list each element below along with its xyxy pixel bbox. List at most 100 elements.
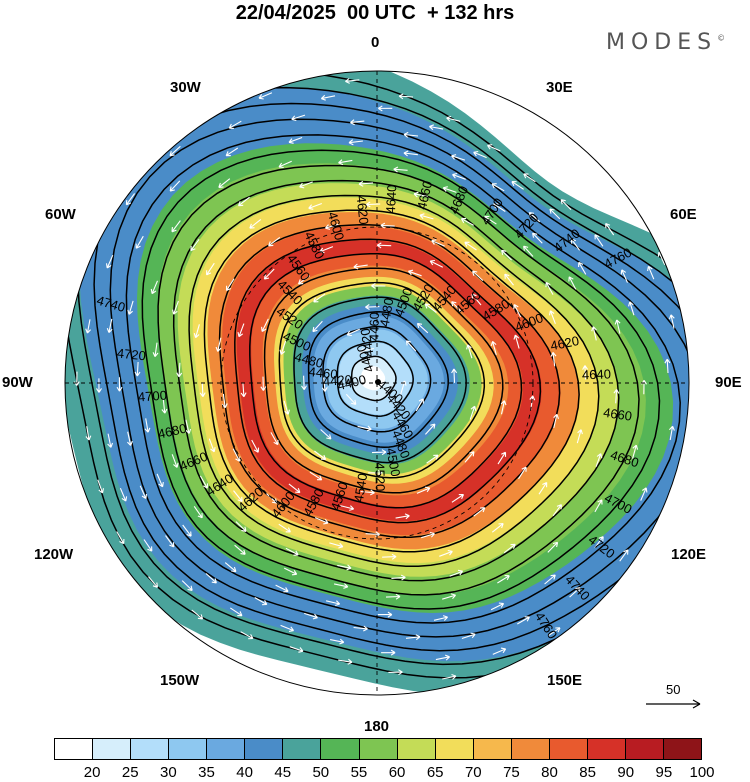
- wind-vector: [628, 301, 635, 316]
- wind-vector: [65, 248, 66, 263]
- wind-vector: [206, 262, 215, 276]
- wind-vector: [348, 139, 363, 146]
- wind-vector: [419, 213, 434, 220]
- colorbar-cell: [664, 739, 702, 759]
- wind-vector: [337, 564, 352, 571]
- wind-vector: [345, 393, 357, 406]
- wind-vector: [728, 444, 733, 458]
- wind-vector: [208, 438, 216, 453]
- wind-vector: [664, 358, 671, 374]
- wind-vector: [127, 431, 133, 446]
- wind-vector: [376, 242, 392, 249]
- wind-vector: [416, 322, 429, 334]
- colorbar-label: 40: [236, 764, 253, 781]
- wind-vector: [237, 196, 250, 207]
- wind-vector: [658, 586, 669, 599]
- contour-label: 4620: [549, 333, 580, 353]
- wind-vector: [358, 180, 374, 187]
- lon-label-150e: 150E: [547, 672, 583, 689]
- wind-vector: [338, 159, 353, 166]
- colorbar-cell: [169, 739, 208, 759]
- colorbar-cell: [245, 739, 284, 759]
- colorbar-label: 35: [198, 764, 215, 781]
- colorbar-labels: 20 25 30 35 40 45 50 55 60 65 70 75 80 85 90 95 100: [54, 764, 715, 782]
- wind-vector: [96, 378, 102, 393]
- colorbar-label: 95: [655, 764, 673, 781]
- wind-vector: [235, 521, 247, 532]
- wind-vector: [365, 201, 381, 208]
- wind-vectors: [65, 71, 733, 680]
- wind-vector: [279, 340, 287, 355]
- colorbar-label: 100: [689, 764, 715, 781]
- wind-vector: [595, 453, 603, 467]
- wind-vector: [371, 282, 386, 289]
- wind-vector: [97, 479, 105, 494]
- wind-vector: [544, 574, 556, 585]
- contour-line: [263, 267, 504, 494]
- wind-vector: [582, 365, 589, 380]
- wind-vector: [309, 471, 323, 481]
- wind-vector: [382, 553, 397, 560]
- wind-vector: [222, 71, 236, 80]
- contour-label: 4420: [357, 327, 376, 358]
- colorbar-label: 55: [350, 764, 368, 781]
- wind-vector: [614, 319, 621, 334]
- wind-vector: [517, 616, 530, 625]
- wind-vector: [473, 150, 487, 159]
- wind-vector: [497, 575, 510, 584]
- colorbar-cell: [283, 739, 322, 759]
- contour-line: [141, 149, 661, 610]
- wind-vector: [237, 323, 245, 338]
- lon-label-60e: 60E: [670, 206, 697, 223]
- wind-vector: [240, 631, 254, 640]
- wind-vector: [620, 269, 629, 283]
- wind-vector: [632, 444, 639, 459]
- wind-vector: [464, 451, 475, 463]
- colorbar-label: 65: [426, 764, 444, 781]
- wind-vector: [85, 319, 92, 334]
- wind-vector: [320, 429, 332, 440]
- wind-vector: [194, 103, 207, 113]
- colorbar-cell: [207, 739, 246, 759]
- wind-vector: [314, 517, 329, 525]
- colorbar-cell: [397, 739, 436, 759]
- lon-label-60w: 60W: [45, 206, 76, 223]
- wind-vector: [594, 499, 603, 513]
- wind-vector: [532, 232, 543, 244]
- colorbar-label: 20: [83, 764, 101, 781]
- wind-vector: [308, 202, 322, 210]
- wind-vector: [429, 259, 444, 268]
- wind-vector: [297, 275, 311, 285]
- contour-label: 4500: [383, 447, 403, 478]
- contour-label: 4720: [116, 345, 146, 363]
- colorbar-label: 85: [579, 764, 596, 781]
- colorbar-cell: [131, 739, 170, 759]
- wind-vector: [365, 531, 380, 538]
- colorbar: [54, 738, 702, 760]
- wind-vector: [380, 222, 395, 229]
- wind-vector: [314, 450, 327, 461]
- wind-vector: [553, 413, 560, 429]
- wind-vector: [385, 593, 401, 600]
- wind-vector: [578, 261, 587, 275]
- wind-vector: [497, 451, 507, 465]
- logo-text: MODES: [606, 30, 718, 55]
- wind-vector: [451, 301, 462, 313]
- wind-vector: [360, 489, 375, 496]
- wind-vector: [697, 442, 702, 456]
- wind-vector: [487, 144, 501, 152]
- wind-vector: [647, 265, 655, 280]
- lon-label-150w: 150W: [160, 672, 200, 689]
- wind-vector: [205, 573, 217, 584]
- wind-vector: [70, 183, 80, 197]
- wind-vector: [460, 217, 474, 226]
- wind-vector: [171, 220, 181, 233]
- wind-vector: [433, 615, 448, 621]
- wind-vector: [299, 181, 313, 189]
- wind-vector: [452, 172, 466, 180]
- lon-label-0: 0: [371, 34, 380, 51]
- contour-line: [249, 253, 523, 509]
- colorbar-cell: [359, 739, 398, 759]
- wind-vector: [446, 115, 461, 122]
